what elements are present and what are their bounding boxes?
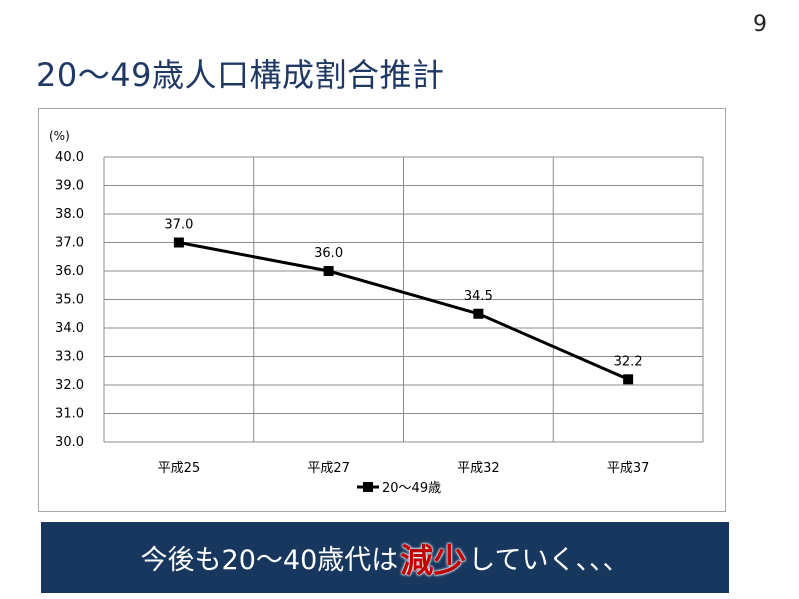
y-tick-label: 40.0 [55,150,84,165]
legend-label: 20～49歳 [382,481,441,496]
y-tick-label: 36.0 [55,264,84,279]
x-tick-label: 平成27 [307,461,350,476]
banner-text-after: していく、、、 [468,545,630,576]
y-tick-label: 32.0 [55,378,84,393]
y-tick-label: 33.0 [55,350,84,365]
data-point-marker [323,266,334,276]
unit-label: (%) [49,129,70,143]
banner-emphasis: 減少 [400,540,467,580]
data-label: 37.0 [164,218,193,233]
slide-title: 20～49歳人口構成割合推計 [36,56,445,94]
y-tick-label: 34.0 [55,321,84,336]
x-tick-label: 平成25 [158,461,201,476]
message-banner: 今後も20～40歳代は 減少 していく、、、 [41,522,729,593]
banner-text-before: 今後も20～40歳代は [140,545,399,576]
line-chart: 30.0 31.0 32.0 33.0 34.0 35.0 36.0 37.0 38.0 39.0… [49,129,704,496]
y-tick-label: 39.0 [55,179,84,194]
y-tick-label: 38.0 [55,207,84,222]
data-label: 34.5 [464,289,493,304]
legend-marker [363,482,373,492]
page-number: 9 [753,12,767,37]
y-tick-label: 30.0 [55,435,84,450]
x-tick-label: 平成32 [457,461,500,476]
data-label: 32.2 [614,354,643,369]
series-line [178,241,629,381]
data-point-marker [473,308,484,319]
y-tick-label: 37.0 [55,236,84,251]
y-tick-label: 31.0 [55,407,84,422]
data-label: 36.0 [314,246,343,261]
data-point-marker [173,237,184,248]
x-tick-label: 平成37 [607,461,650,476]
chart-frame: 30.0 31.0 32.0 33.0 34.0 35.0 36.0 37.0 38.0 39.0… [38,108,726,512]
y-tick-label: 35.0 [55,293,84,308]
data-point-marker [623,374,634,385]
